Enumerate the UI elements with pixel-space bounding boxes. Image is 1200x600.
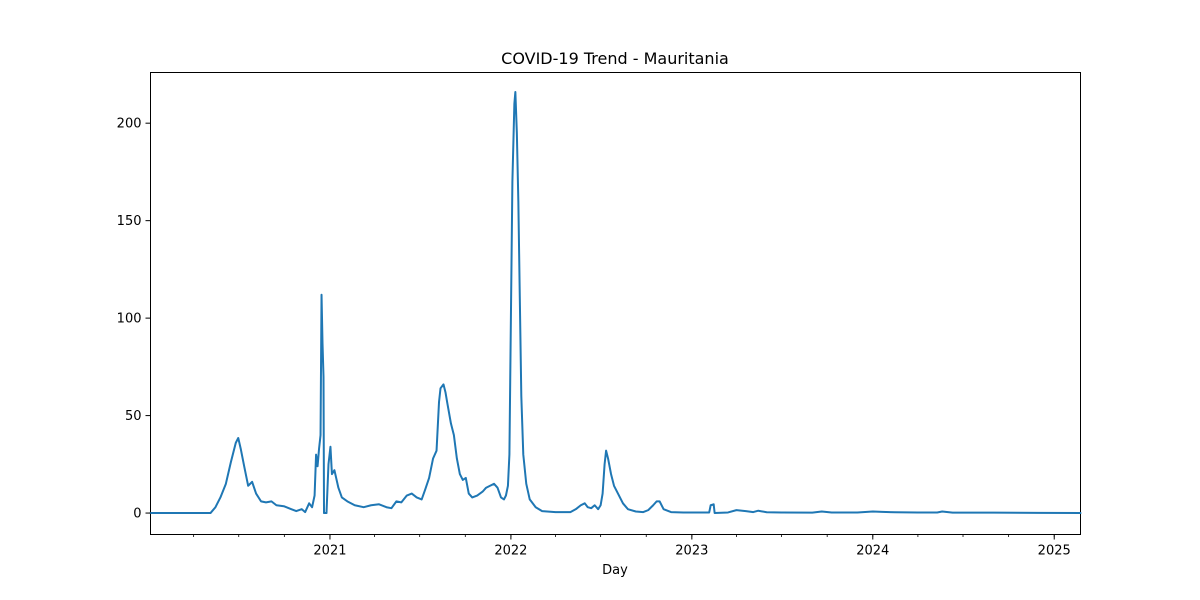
y-tick-label: 0 — [133, 507, 141, 522]
y-tick-label: 200 — [117, 117, 142, 132]
y-tick-label: 100 — [117, 312, 142, 327]
x-tick-label: 2022 — [494, 544, 527, 559]
axes-frame — [150, 72, 1081, 535]
x-tick-label: 2025 — [1038, 544, 1071, 559]
x-tick-label: 2023 — [675, 544, 708, 559]
series-line — [149, 90, 1082, 515]
y-tick-label: 50 — [125, 409, 142, 424]
plot-area — [149, 72, 1082, 535]
y-axis-ticks: 0 50 100 150 200 — [117, 117, 151, 522]
x-tick-label: 2024 — [856, 544, 889, 559]
y-tick-label: 150 — [117, 214, 142, 229]
x-tick-label: 2021 — [313, 544, 346, 559]
chart-title: COVID-19 Trend - Mauritania — [501, 49, 729, 68]
x-axis-label: Day — [602, 563, 628, 578]
x-axis-ticks: 2021 2022 2023 2024 2025 — [313, 534, 1071, 559]
